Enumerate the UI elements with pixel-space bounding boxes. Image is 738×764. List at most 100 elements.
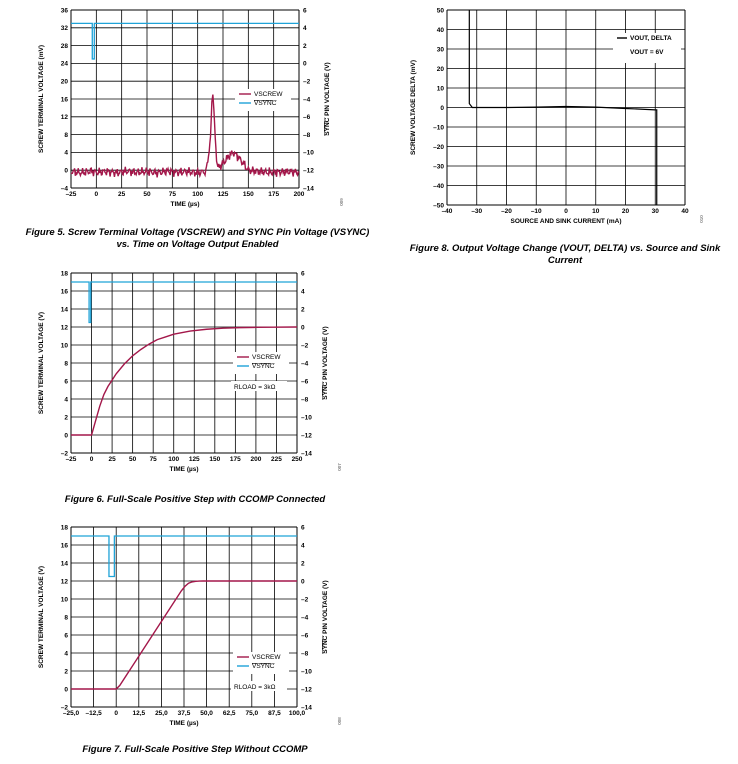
y2-tick-label: 4 [303,25,307,32]
y-tick-label: 0 [440,105,444,112]
x-tick-label: 150 [243,191,254,198]
x-tick-label: 175 [230,456,241,463]
x-tick-label: –10 [531,208,542,215]
figure-5-chart: –25 0 25 50 75 100 125 150 175 200 36 6 32 4 28 2 24 0 20 –… [38,7,344,208]
x-tick-label: 100 [168,456,179,463]
y-tick-label: 50 [437,7,445,14]
figure-6-caption: Figure 6. Full-Scale Positive Step with … [30,494,360,506]
y-tick-label: 2 [64,668,68,675]
annotation-rload: RLOAD = 3kΩ [234,684,276,691]
y2-tick-label: 6 [301,270,305,277]
y-axis-label: SCREW TERMINAL VOLTAGE (V) [38,312,45,414]
figure-8-caption: Figure 8. Output Voltage Change (VOUT, D… [395,243,735,267]
x-axis-label: TIME (µs) [170,201,199,208]
y-tick-label: 28 [61,43,69,50]
series-line-vsync [71,281,297,324]
y-tick-label: 32 [61,25,69,32]
figure-number: 008 [337,717,342,725]
y2-tick-label: –2 [303,79,311,86]
y-tick-label: 2 [64,414,68,421]
y-tick-label: 0 [64,686,68,693]
y-tick-label: 10 [437,85,445,92]
y-tick-label: 8 [64,132,68,139]
y2-axis-label-sync: SYNC [324,117,331,135]
y-tick-label: –50 [433,202,444,209]
y2-tick-label: –14 [303,185,314,192]
legend-label-vscrew: VSCREW [254,91,283,98]
x-tick-label: 75 [150,456,158,463]
y2-tick-label: –4 [301,614,309,621]
y-tick-label: 12 [61,324,69,331]
y2-tick-label: –2 [301,342,309,349]
annotation-rload: RLOAD = 3kΩ [234,384,276,391]
x-tick-label: 87,5 [268,710,281,717]
x-tick-label: 75 [169,191,177,198]
y-tick-label: 20 [437,66,445,73]
figure-number: 007 [337,463,342,471]
figure-5-caption: Figure 5. Screw Terminal Voltage (VSCREW… [20,227,375,251]
y2-tick-label: –10 [303,150,314,157]
caption-text: Figure 6. Full-Scale Positive Step with … [64,494,326,505]
y-tick-label: 20 [61,79,69,86]
series-line-voutdelta [468,10,658,205]
x-tick-label: 100,0 [289,710,306,717]
x-tick-label: –25 [66,456,77,463]
legend-label-vsync: VSYNC [252,663,275,670]
y2-tick-label: –8 [301,396,309,403]
x-tick-label: 125 [189,456,200,463]
y2-tick-label: –12 [301,432,312,439]
x-tick-label: 0 [95,191,99,198]
x-axis-label: SOURCE AND SINK CURRENT (mA) [511,218,622,225]
y-tick-label: 36 [61,7,69,14]
y2-tick-label: –4 [303,96,311,103]
x-tick-label: 0 [564,208,568,215]
y2-tick-label: 0 [301,324,305,331]
x-tick-label: 150 [209,456,220,463]
y-tick-label: 8 [64,614,68,621]
y2-tick-label: 2 [301,560,305,567]
x-tick-label: 25 [108,456,116,463]
x-tick-label: 125 [218,191,229,198]
x-tick-label: 225 [271,456,282,463]
figure-8-chart: –40 –30 –20 –10 0 10 20 30 4050403020100–10–20–3… [410,7,704,225]
x-axis-label: TIME (µs) [169,720,198,727]
y-tick-label: 6 [64,632,68,639]
x-tick-label: 20 [622,208,630,215]
series-line-vsync [71,22,299,60]
y-tick-label: 4 [64,396,68,403]
x-tick-label: 50 [129,456,137,463]
x-tick-label: 175 [268,191,279,198]
legend-label-vsync: VSYNC [252,363,275,370]
y-tick-label: 18 [61,270,69,277]
y2-tick-label: –12 [303,168,314,175]
y2-tick-label: –6 [301,632,309,639]
y-tick-label: 4 [64,150,68,157]
x-tick-label: 37,5 [178,710,191,717]
y-tick-label: –20 [433,144,444,151]
x-tick-label: 75,0 [245,710,258,717]
y2-axis-label: SYNC PIN VOLTAGE (V) [324,62,331,135]
y-tick-label: –2 [61,704,69,711]
x-tick-label: 0 [114,710,118,717]
figure-7-chart: –25,0 –12,5 0 12,5 25,0 37,5 50,0 62,5 75,0 87,5 1… [38,524,342,727]
y2-tick-label: –6 [303,114,311,121]
y2-tick-label: –12 [301,686,312,693]
y2-tick-label: –6 [301,378,309,385]
x-axis-label: TIME (µs) [169,466,198,473]
y-tick-label: 14 [61,306,69,313]
x-tick-label: 25,0 [155,710,168,717]
x-tick-label: 200 [250,456,261,463]
legend-label-vsync: VSYNC [254,100,277,107]
y2-tick-label: –10 [301,668,312,675]
y2-axis-label: SYNC PIN VOLTAGE (V) [322,580,329,653]
x-tick-label: –25 [66,191,77,198]
caption-text: Figure 7. Full-Scale Positive Step Witho… [82,744,308,755]
y2-axis-label-sync: SYNC [322,381,329,399]
y2-tick-label: –4 [301,360,309,367]
y-tick-label: 12 [61,114,69,121]
y-tick-label: 0 [64,432,68,439]
y-tick-label: 16 [61,96,69,103]
x-tick-label: 0 [90,456,94,463]
y-tick-label: –4 [61,185,69,192]
